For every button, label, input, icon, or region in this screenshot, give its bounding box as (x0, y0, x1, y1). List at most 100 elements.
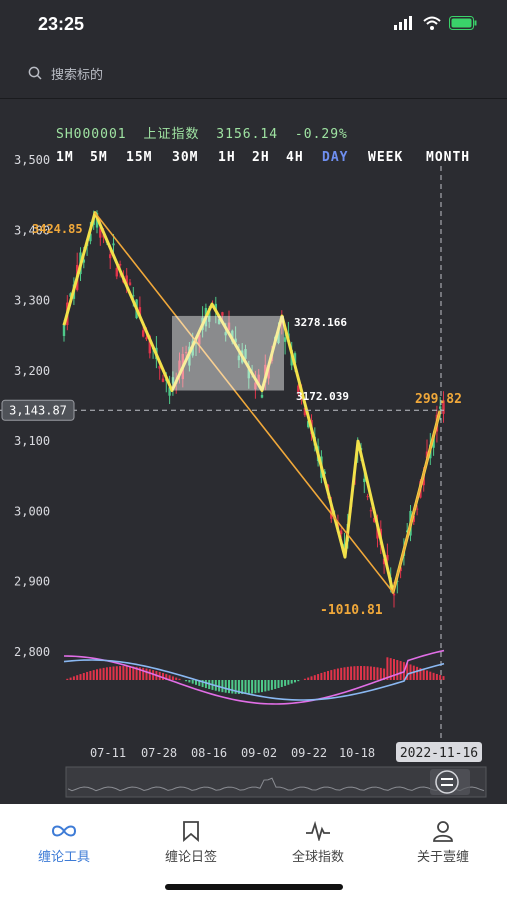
macd-bar (257, 680, 260, 693)
x-tick-label: 08-16 (191, 746, 227, 760)
candle-body (89, 233, 92, 242)
status-bar: 23:25 (0, 0, 507, 50)
y-tick-label: 3,500 (14, 153, 50, 167)
timeframe-day[interactable]: DAY (322, 150, 348, 165)
macd-bar (191, 680, 194, 684)
macd-bar (435, 673, 438, 680)
bookmark-icon (183, 821, 199, 842)
right-annotation: 299.82 (415, 392, 462, 407)
timeframe-15m[interactable]: 15M (126, 150, 152, 165)
candle-body (382, 558, 386, 565)
macd-bar (178, 678, 181, 680)
macd-bar (386, 657, 389, 680)
macd-bar (142, 667, 145, 680)
candle-body (432, 436, 435, 448)
macd-bar (198, 680, 201, 686)
tab-global-index[interactable]: 全球指数 (268, 818, 368, 865)
macd-bar (346, 666, 349, 680)
macd-bar (393, 659, 395, 680)
macd-bar (310, 676, 313, 680)
macd-bar (228, 680, 230, 694)
candle-body (148, 335, 151, 354)
candle-body (343, 543, 346, 550)
macd-bar (369, 666, 372, 680)
macd-bar (416, 666, 419, 680)
timeframe-4h[interactable]: 4H (286, 150, 304, 165)
candle-body (366, 496, 369, 498)
macd-bar (96, 669, 98, 680)
macd-bar (195, 680, 197, 685)
status-time: 23:25 (38, 14, 85, 34)
macd-bar (353, 666, 356, 680)
user-icon (433, 821, 453, 842)
tab-chan-tools[interactable]: 缠论工具 (14, 818, 114, 865)
macd-bar (254, 680, 257, 694)
macd-bar (247, 680, 250, 694)
macd-bar (251, 680, 254, 694)
navigator[interactable] (65, 766, 487, 798)
timeframe-month[interactable]: MONTH (426, 150, 470, 165)
timeframe-week[interactable]: WEEK (368, 150, 403, 165)
timeframe-1h[interactable]: 1H (218, 150, 236, 165)
macd-bar (82, 672, 85, 680)
tab-label: 全球指数 (291, 849, 344, 864)
macd-bar (350, 666, 353, 680)
timeframe-1m[interactable]: 1M (56, 150, 74, 165)
tab-about[interactable]: 关于壹缠 (393, 818, 493, 865)
macd-bar (379, 667, 382, 680)
tab-label: 缠论日签 (164, 849, 217, 864)
candle-body (244, 349, 247, 359)
macd-bar (125, 666, 128, 680)
kline-chart[interactable]: SH000001 上证指数 3156.14 -0.29% 1M 5M 15M 30M 1… (0, 99, 507, 805)
search-placeholder[interactable]: 搜索标的 (51, 67, 104, 82)
macd-bar (356, 666, 359, 680)
macd-bar (406, 663, 409, 680)
candle-body (158, 366, 161, 369)
tab-label: 关于壹缠 (416, 849, 469, 864)
low-annotation: -1010.81 (320, 603, 383, 618)
macd-bar (290, 680, 293, 684)
segment-line (94, 212, 441, 595)
x-tick-label: 09-22 (291, 746, 327, 760)
candle-body (69, 293, 72, 297)
y-tick-label: 3,200 (14, 364, 50, 378)
tab-label: 缠论工具 (37, 849, 90, 864)
candle-body (198, 334, 201, 345)
candle-body (247, 365, 250, 379)
candle-body (112, 243, 115, 246)
symbol-code: SH000001 (56, 127, 127, 142)
macd-bar (165, 674, 168, 680)
candle-body (323, 471, 326, 475)
macd-bar (432, 672, 435, 680)
candle-body (293, 353, 297, 364)
search-bar[interactable]: 搜索标的 (0, 50, 507, 98)
chart-panel[interactable]: SH000001 上证指数 3156.14 -0.29% 1M 5M 15M 30M 1… (0, 98, 507, 805)
navigator-handle[interactable] (435, 770, 459, 794)
infinity-icon (51, 825, 77, 837)
candle-body (82, 259, 85, 263)
macd-bar (76, 675, 79, 680)
macd-bar (138, 667, 141, 680)
candle-body (412, 515, 415, 522)
candle-body (109, 254, 112, 259)
tab-chan-daily[interactable]: 缠论日签 (141, 818, 241, 865)
timeframe-30m[interactable]: 30M (172, 150, 198, 165)
symbol-name: 上证指数 (143, 127, 199, 142)
timeframe-5m[interactable]: 5M (90, 150, 108, 165)
signal-icon (394, 16, 412, 30)
macd-bar (234, 680, 237, 694)
macd-bar (231, 680, 234, 694)
macd-bar (145, 668, 148, 680)
candle-body (224, 332, 227, 336)
box-bottom-label: 3172.039 (296, 390, 349, 403)
macd-bar (264, 680, 267, 692)
svg-text:SH000001 上证指数 3156: SH000001 上证指数 3156.14 -0.29% (56, 127, 348, 142)
candle-body (260, 394, 264, 398)
candle-body (425, 451, 429, 459)
candle-body (132, 295, 135, 297)
candle-body (415, 508, 419, 510)
macd-bar (389, 658, 392, 680)
timeframe-2h[interactable]: 2H (252, 150, 270, 165)
macd-bar (102, 667, 105, 680)
candle-body (184, 352, 188, 354)
